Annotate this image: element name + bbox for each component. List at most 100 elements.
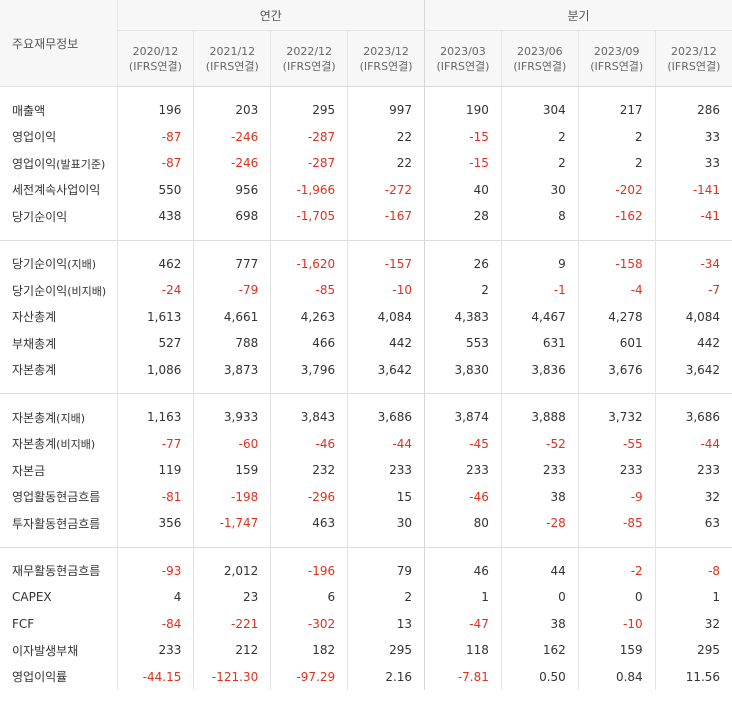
value-cell: 3,686 (654, 393, 732, 431)
value-cell: 1 (424, 584, 502, 611)
value-cell: 438 (116, 203, 194, 240)
value-cell: 2 (577, 150, 656, 177)
value-cell: 2,012 (193, 546, 271, 584)
quarterly-header: 분기 (424, 0, 732, 31)
value-cell: -7 (654, 277, 732, 304)
value-cell: -287 (270, 123, 348, 150)
value-cell: -272 (347, 176, 425, 203)
value-cell: 40 (424, 176, 502, 203)
value-cell: 232 (270, 457, 348, 484)
row-label-main: 세전계속사업이익 (12, 183, 101, 198)
value-cell: -121.30 (193, 663, 271, 690)
value-cell: -246 (193, 123, 271, 150)
table-row: CAPEX 4 23 6 2 1 0 0 1 (0, 584, 732, 611)
value-cell: 8 (500, 203, 579, 240)
value-cell: 28 (424, 203, 502, 240)
value-cell: 2 (347, 584, 425, 611)
period-date: 2023/12 (363, 44, 409, 58)
value-cell: 295 (654, 637, 732, 664)
value-cell: -4 (577, 277, 656, 304)
value-cell: 3,676 (577, 356, 656, 394)
value-cell: -46 (270, 430, 348, 457)
value-cell: -45 (424, 430, 502, 457)
value-cell: 118 (424, 637, 502, 664)
period-basis: (IFRS연결) (436, 59, 490, 73)
period-basis: (IFRS연결) (513, 59, 567, 73)
value-cell: -246 (193, 150, 271, 177)
value-cell: -7.81 (424, 663, 502, 690)
value-cell: 38 (500, 483, 579, 510)
value-cell: 2 (577, 123, 656, 150)
value-cell: -44 (347, 430, 425, 457)
row-label-sub: (지배) (67, 258, 97, 272)
value-cell: -44.15 (116, 663, 194, 690)
row-label-main: 당기순이익 (12, 257, 68, 272)
period-basis: (IFRS연결) (128, 59, 182, 73)
row-label: 자본총계(비지배) (0, 431, 117, 458)
row-label-main: 자산총계 (12, 310, 57, 325)
value-cell: 462 (116, 239, 194, 277)
value-cell: 295 (270, 86, 348, 124)
row-label-main: 자본총계 (12, 363, 57, 378)
value-cell: 212 (193, 637, 271, 664)
period-date: 2023/03 (440, 44, 486, 58)
row-label-main: 이자발생부채 (12, 643, 79, 658)
value-cell: -15 (424, 123, 502, 150)
value-cell: -52 (500, 430, 579, 457)
value-cell: 196 (116, 86, 194, 124)
value-cell: 4,263 (270, 303, 348, 330)
value-cell: 788 (193, 330, 271, 357)
period-basis: (IFRS연결) (590, 59, 644, 73)
value-cell: -97.29 (270, 663, 348, 690)
period-date: 2023/06 (516, 44, 563, 58)
value-cell: 463 (270, 510, 348, 547)
value-cell: 80 (424, 510, 502, 547)
period-header: 2023/03 (IFRS연결) (424, 30, 502, 87)
value-cell: 286 (654, 86, 732, 124)
row-label-main: 투자활동현금흐름 (12, 516, 101, 531)
value-cell: 442 (654, 330, 732, 357)
value-cell: 23 (193, 584, 271, 611)
value-cell: 46 (424, 546, 502, 584)
value-cell: 3,888 (500, 393, 579, 431)
value-cell: 466 (270, 330, 348, 357)
value-cell: 22 (347, 123, 425, 150)
row-label: 이자발생부채 (0, 637, 117, 664)
table-row: 자본총계(지배) 1,163 3,933 3,843 3,686 3,874 3,888 3,… (0, 393, 732, 431)
table-row: 부채총계 527 788 466 442 553 631 601 442 (0, 330, 732, 357)
value-cell: 4,383 (424, 303, 502, 330)
period-header: 2022/12 (IFRS연결) (270, 30, 348, 87)
financial-summary-table: 주요재무정보 연간 분기 2020/12 (IFRS연결) 2021/12 (IFRS… (0, 0, 732, 690)
row-label: 매출액 (0, 87, 117, 124)
value-cell: -55 (577, 430, 656, 457)
value-cell: 550 (116, 176, 194, 203)
value-cell: 32 (654, 610, 732, 637)
value-cell: 63 (654, 510, 732, 547)
table-row: 영업이익(발표기준) -87 -246 -287 22 -15 2 2 33 (0, 150, 732, 177)
value-cell: -46 (424, 483, 502, 510)
value-cell: 601 (577, 330, 656, 357)
value-cell: 777 (193, 239, 271, 277)
value-cell: 2 (500, 150, 579, 177)
value-cell: 3,642 (654, 356, 732, 394)
value-cell: -85 (577, 510, 656, 547)
row-label: 영업활동현금흐름 (0, 484, 117, 511)
value-cell: 233 (347, 457, 425, 484)
value-cell: -9 (577, 483, 656, 510)
table-row: 자본총계(비지배) -77 -60 -46 -44 -45 -52 -55 -44 (0, 430, 732, 458)
value-cell: -202 (577, 176, 656, 203)
value-cell: 9 (500, 239, 579, 277)
value-cell: -1,705 (270, 203, 348, 240)
value-cell: 217 (577, 86, 656, 124)
value-cell: 527 (116, 330, 194, 357)
period-basis: (IFRS연결) (667, 59, 721, 73)
value-cell: -287 (270, 150, 348, 177)
value-cell: 698 (193, 203, 271, 240)
value-cell: 1,613 (116, 303, 194, 330)
value-cell: -1 (500, 277, 579, 304)
row-label-main: 재무활동현금흐름 (12, 564, 101, 579)
period-basis: (IFRS연결) (282, 59, 336, 73)
period-header: 2023/12 (IFRS연결) (654, 30, 732, 87)
table-row: 이자발생부채 233 212 182 295 118 162 159 295 (0, 637, 732, 664)
value-cell: 0.84 (577, 663, 656, 690)
